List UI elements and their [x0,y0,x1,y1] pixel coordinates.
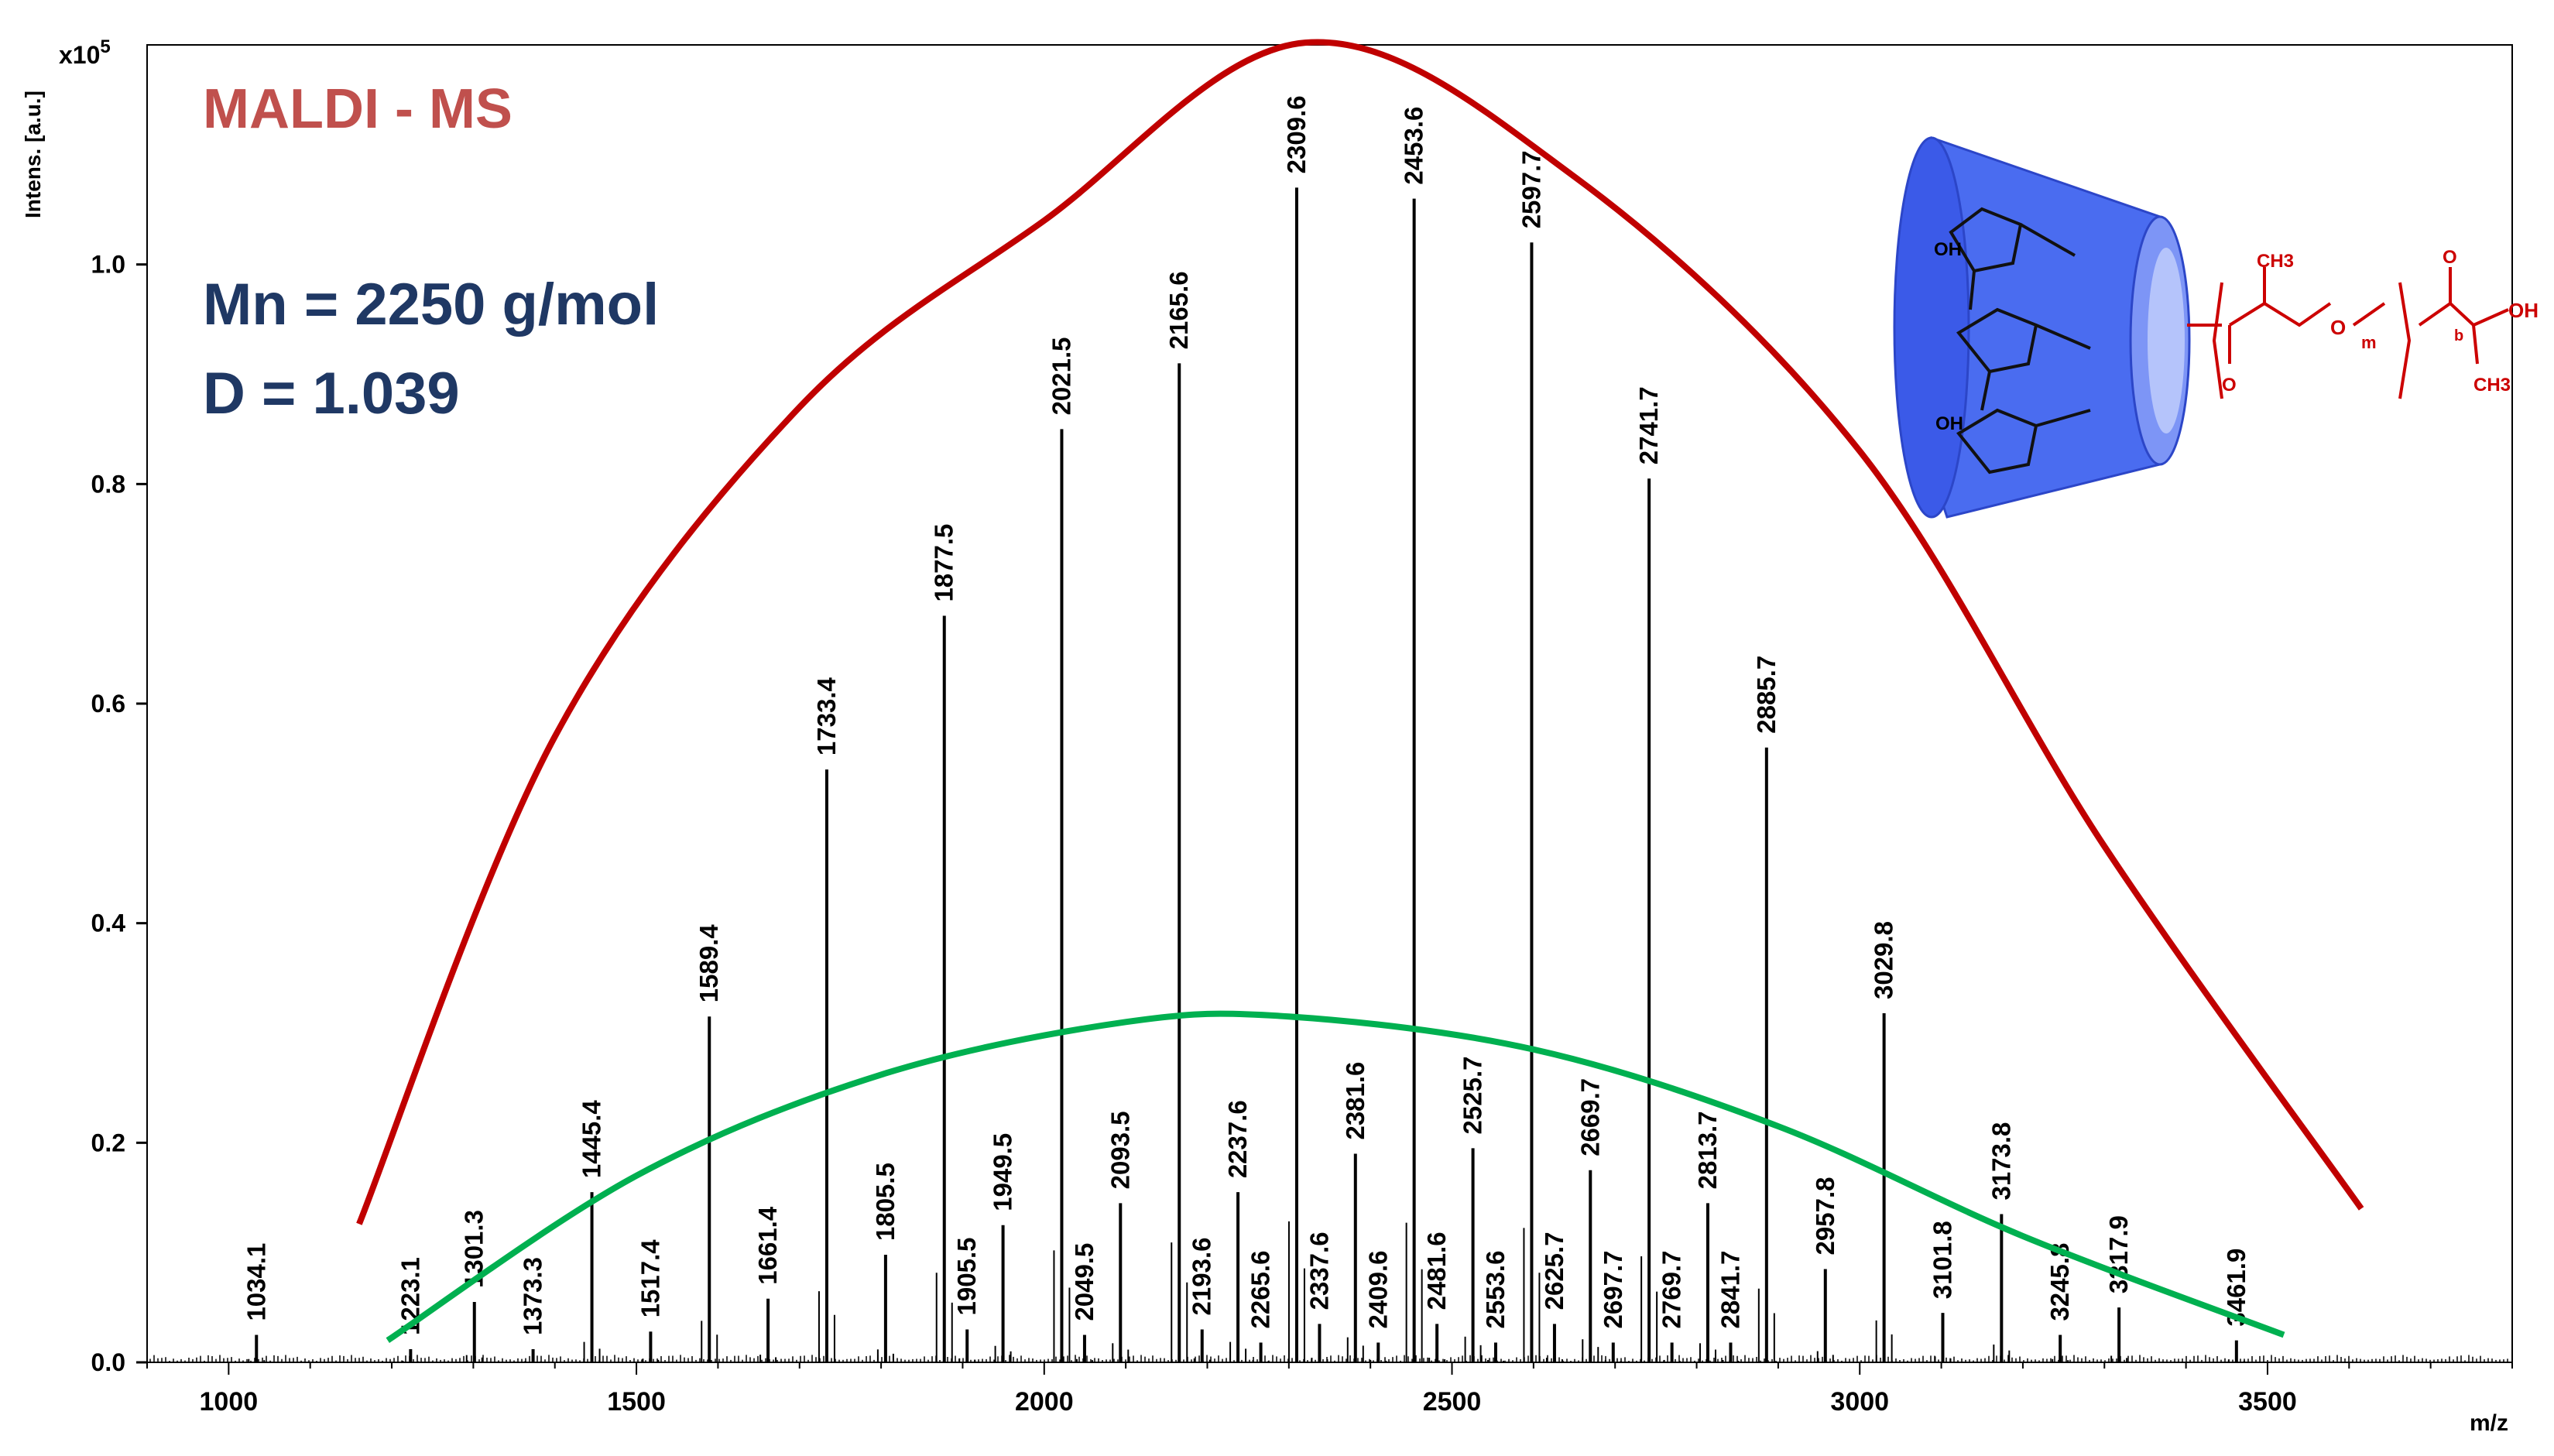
peak-label: 1805.5 [871,1163,900,1241]
y-tick-label: 0.0 [91,1348,125,1376]
peak-label: 1517.4 [636,1239,664,1318]
carbonyl-oxygen-label-2: O [2443,247,2457,268]
peak-label: 2841.7 [1716,1251,1744,1329]
peak-label: 2021.5 [1047,337,1075,415]
peak-label: 2193.6 [1188,1238,1216,1316]
peak-label: 2409.6 [1363,1251,1392,1329]
x-tick-label: 2500 [1423,1387,1482,1417]
peak-label: 1589.4 [694,924,723,1003]
x-tick-label: 2000 [1015,1387,1074,1417]
envelope-low-curve [386,1010,2285,1343]
methyl-label-1: CH3 [2257,251,2294,272]
hydroxyl-label-2: OH [1935,413,1963,434]
peak-label: 2957.8 [1811,1177,1839,1256]
y-tick-label: 0.6 [91,690,125,718]
peak-label: 1905.5 [952,1238,981,1316]
y-tick-label: 0.4 [91,910,126,937]
peak-label: 2337.6 [1304,1232,1333,1310]
peak-label: 2525.7 [1459,1056,1487,1134]
carbonyl-oxygen-label-1: O [2222,375,2237,396]
x-axis-label: m/z [2470,1410,2508,1436]
hydroxyl-label-1: OH [1934,239,1962,260]
chart-title: MALDI - MS [203,78,513,140]
peak-label: 1661.4 [753,1206,782,1285]
mn-value: Mn = 2250 g/mol [203,272,660,337]
peak-label: 3101.8 [1928,1221,1956,1299]
glucose-ring-skeleton [1949,207,2091,474]
peak-label: 2697.7 [1599,1251,1627,1329]
peak-label: 2769.7 [1658,1251,1686,1329]
peak-label: 2741.7 [1634,386,1663,464]
x-tick-label: 1000 [200,1387,259,1417]
methyl-label-2: CH3 [2473,375,2511,396]
cone-wide-end [1893,136,1970,519]
terminal-label: b [2454,327,2463,344]
peak-label: 3029.8 [1870,921,1898,999]
y-tick-label: 1.0 [91,251,125,279]
peak-label: 2165.6 [1164,271,1193,349]
peak-label: 1373.3 [519,1257,547,1335]
x-tick-label: 3000 [1830,1387,1889,1417]
terminal-hydroxyl-label: OH [2508,299,2539,322]
peak-label: 2093.5 [1106,1111,1134,1189]
y-axis-label: Intens. [a.u.] [21,91,45,218]
peak-label: 2597.7 [1517,150,1545,228]
peak-label: 1949.5 [989,1133,1017,1211]
y-tick-label: 0.2 [91,1129,125,1156]
envelope-high-curve [356,39,2364,1225]
peak-label: 2049.5 [1070,1243,1099,1321]
peak-label: 1034.1 [242,1243,270,1321]
repeat-unit-label: m [2361,333,2377,352]
ether-oxygen-label: O [2330,316,2346,339]
polymer-chain-bonds [2187,267,2509,399]
x-tick-label: 1500 [607,1387,666,1417]
baseline-noise [149,1355,2508,1362]
peak-label: 2669.7 [1575,1078,1604,1156]
y-multiplier: x105 [59,36,111,69]
peak-label: 2453.6 [1400,107,1428,185]
peak-label: 2381.6 [1341,1062,1370,1140]
peak-label: 2237.6 [1223,1100,1252,1178]
peak-label: 1733.4 [812,677,841,756]
y-tick-label: 0.8 [91,470,125,498]
peak-label: 3173.8 [1987,1122,2015,1201]
peak-label: 3317.9 [2104,1215,2133,1293]
peak-label: 2813.7 [1693,1111,1722,1189]
peak-label: 2265.6 [1246,1251,1275,1329]
peak-label: 2309.6 [1282,95,1311,173]
peak-label: 2625.7 [1540,1232,1568,1310]
cone-cavity [2148,248,2185,433]
dispersity-value: D = 1.039 [203,361,460,427]
x-tick-label: 3500 [2238,1387,2297,1417]
peak-label: 2885.7 [1752,656,1781,734]
peak-label: 1445.4 [578,1100,606,1179]
peak-label: 1877.5 [930,524,958,602]
peak-label: 2481.6 [1422,1232,1451,1310]
peak-label: 2553.6 [1481,1251,1510,1329]
